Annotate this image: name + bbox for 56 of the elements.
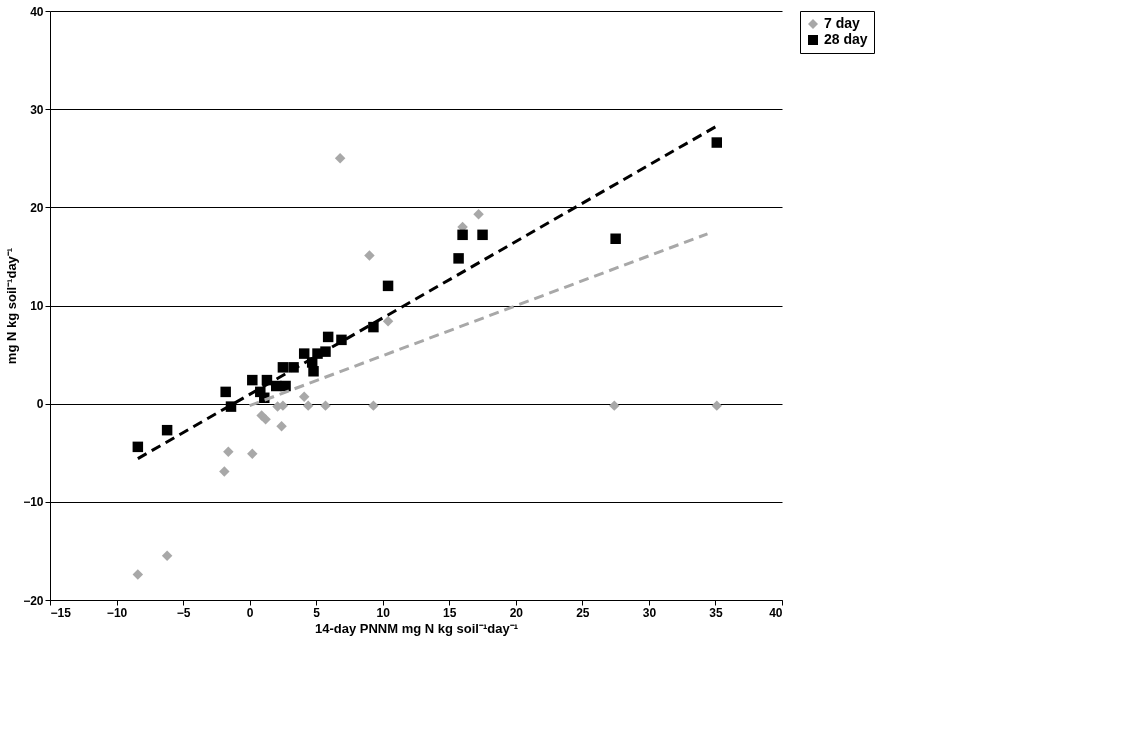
y-tick-label: 40 — [30, 4, 44, 19]
y-tick-label: −20 — [23, 593, 44, 608]
y-axis-title: mg N kg soil⁻¹day⁻¹ — [4, 247, 20, 365]
x-tick-label: −5 — [176, 605, 191, 620]
point — [711, 137, 723, 148]
x-tick-label: 0 — [246, 605, 254, 620]
point — [308, 366, 319, 377]
point — [247, 448, 258, 459]
point — [477, 229, 488, 241]
point — [247, 374, 258, 386]
y-tick-label: 20 — [30, 200, 44, 215]
point — [276, 421, 287, 432]
point — [219, 466, 230, 477]
x-tick-label: 35 — [709, 605, 723, 620]
x-tick-label: −15 — [50, 605, 72, 620]
point — [364, 250, 375, 261]
point — [368, 321, 379, 333]
x-tick-label: −10 — [106, 605, 128, 620]
point — [223, 446, 234, 458]
point — [334, 153, 346, 164]
point — [320, 400, 331, 411]
legend-label: 28 day — [824, 31, 868, 47]
point — [161, 424, 173, 436]
y-tick-label: 0 — [36, 397, 44, 412]
point — [473, 208, 484, 220]
x-tick-label: 20 — [509, 605, 524, 620]
y-tick-label: 10 — [30, 299, 44, 313]
point — [609, 400, 620, 411]
y-tick-label: −10 — [23, 495, 44, 510]
x-axis-title: 14-day PNNM mg N kg soil⁻¹day⁻¹ — [314, 620, 519, 636]
point — [298, 348, 310, 359]
point — [382, 280, 394, 292]
point — [322, 331, 334, 343]
x-tick-label: 30 — [642, 605, 657, 620]
x-tick-label: 15 — [443, 605, 457, 620]
point — [220, 386, 231, 398]
point — [132, 441, 144, 453]
point — [711, 400, 723, 411]
x-tick-label: 5 — [313, 605, 321, 620]
point — [260, 414, 271, 425]
x-tick-label: 10 — [376, 605, 391, 620]
point — [457, 229, 468, 241]
point — [610, 233, 621, 244]
point — [132, 569, 144, 580]
point — [382, 315, 394, 327]
x-tick-label: 25 — [576, 605, 590, 620]
x-tick-label: 40 — [769, 605, 783, 620]
point — [302, 400, 314, 411]
point — [368, 400, 379, 411]
point — [161, 550, 173, 562]
point — [280, 380, 291, 392]
y-tick-label: 30 — [30, 102, 44, 117]
legend-label: 7 day — [824, 15, 861, 31]
point — [453, 253, 464, 264]
point — [277, 362, 289, 373]
point — [298, 391, 310, 403]
